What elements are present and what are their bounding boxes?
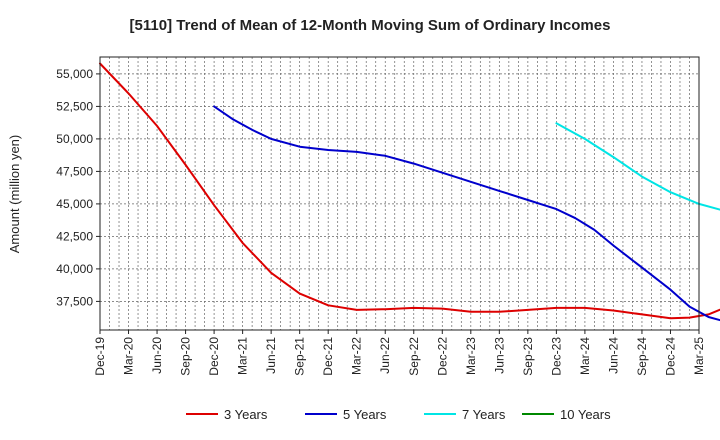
x-tick-label: Dec-21 bbox=[321, 337, 335, 376]
legend-label-7-years: 7 Years bbox=[462, 407, 506, 422]
legend-label-10-years: 10 Years bbox=[560, 407, 611, 422]
y-tick-label: 37,500 bbox=[56, 294, 93, 308]
chart-title: [5110] Trend of Mean of 12-Month Moving … bbox=[130, 17, 611, 34]
x-tick-label: Sep-20 bbox=[179, 337, 193, 376]
x-tick-label: Mar-20 bbox=[122, 337, 136, 375]
y-tick-label: 47,500 bbox=[56, 164, 93, 178]
x-tick-label: Dec-23 bbox=[549, 337, 563, 376]
x-tick-label: Sep-21 bbox=[293, 337, 307, 376]
x-tick-label: Mar-23 bbox=[464, 337, 478, 375]
y-axis-label: Amount (million yen) bbox=[7, 135, 22, 254]
x-tick-label: Sep-22 bbox=[407, 337, 421, 376]
y-tick-label: 45,000 bbox=[56, 197, 93, 211]
x-axis: Dec-19 Mar-20 Jun-20 Sep-20 Dec-20 Mar-21 Jun-… bbox=[93, 330, 706, 376]
x-tick-label: Dec-20 bbox=[207, 337, 221, 376]
x-tick-label: Dec-24 bbox=[663, 337, 677, 376]
legend: 3 Years 5 Years 7 Years 10 Years bbox=[186, 407, 611, 422]
legend-label-5-years: 5 Years bbox=[343, 407, 387, 422]
series-layer bbox=[99, 62, 720, 322]
x-tick-label: Dec-19 bbox=[93, 337, 107, 376]
y-tick-label: 50,000 bbox=[56, 132, 93, 146]
x-tick-label: Jun-20 bbox=[150, 337, 164, 374]
legend-label-3-years: 3 Years bbox=[224, 407, 268, 422]
x-tick-label: Jun-22 bbox=[378, 337, 392, 374]
series-line-5-years bbox=[213, 105, 720, 322]
y-axis: 37,500 40,000 42,500 45,000 47,500 50,000 52,5… bbox=[56, 67, 100, 308]
series-line-7-years bbox=[555, 122, 720, 211]
x-tick-label: Sep-24 bbox=[635, 337, 649, 376]
x-tick-label: Sep-23 bbox=[521, 337, 535, 376]
series-line-3-years bbox=[99, 62, 720, 320]
y-tick-label: 42,500 bbox=[56, 229, 93, 243]
plot-frame bbox=[99, 56, 700, 331]
y-tick-label: 40,000 bbox=[56, 262, 93, 276]
x-tick-label: Mar-22 bbox=[350, 337, 364, 375]
y-tick-label: 55,000 bbox=[56, 67, 93, 81]
grid-lines bbox=[100, 57, 699, 330]
x-tick-label: Jun-21 bbox=[264, 337, 278, 374]
x-tick-label: Mar-21 bbox=[236, 337, 250, 375]
x-tick-label: Jun-24 bbox=[606, 337, 620, 374]
y-tick-label: 52,500 bbox=[56, 99, 93, 113]
x-tick-label: Dec-22 bbox=[435, 337, 449, 376]
x-tick-label: Jun-23 bbox=[492, 337, 506, 374]
x-tick-label: Mar-25 bbox=[692, 337, 706, 375]
x-tick-label: Mar-24 bbox=[578, 337, 592, 375]
